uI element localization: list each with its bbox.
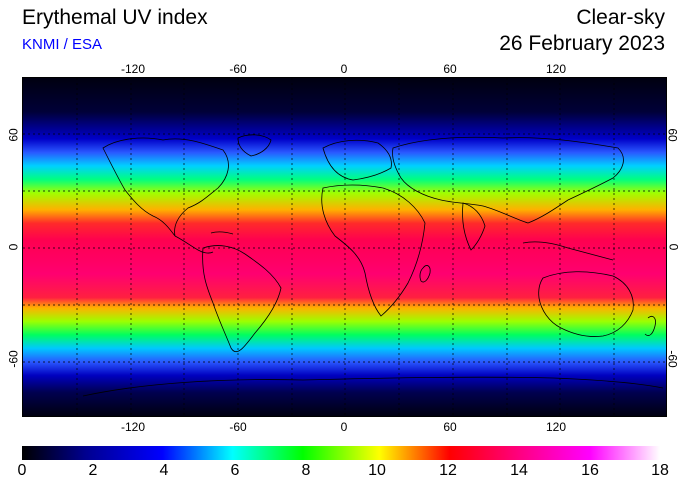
coastline-europe (322, 139, 392, 181)
coastline-central-america (174, 235, 214, 254)
lon-tick-top: 60 (443, 62, 457, 76)
coastline-antarctica (82, 376, 664, 397)
map-title: Erythemal UV index (22, 6, 208, 29)
lon-tick-top: 0 (340, 62, 348, 76)
lat-tick-left: 60 (6, 128, 21, 142)
colorbar-tick: 8 (301, 462, 311, 479)
uv-index-map (22, 77, 667, 417)
lon-tick-bottom: -60 (229, 420, 247, 434)
coastline-north-america (102, 137, 229, 237)
colorbar-tick: 10 (368, 462, 386, 479)
lon-tick-top: -60 (229, 62, 247, 76)
colorbar-tick: 0 (17, 462, 27, 479)
coastline-asia (392, 136, 624, 224)
colorbar-tick: 4 (159, 462, 169, 479)
lon-tick-bottom: 60 (443, 420, 457, 434)
date-label: 26 February 2023 (499, 32, 665, 55)
coastline-new-zealand (644, 316, 656, 336)
coastline-madagascar (419, 265, 431, 283)
lat-tick-right: 60 (665, 128, 680, 142)
lat-tick-left: -60 (6, 350, 21, 368)
uv-colorbar (22, 446, 660, 460)
graticule (23, 78, 666, 416)
lat-tick-right: -60 (665, 350, 680, 368)
lon-tick-top: -120 (120, 62, 146, 76)
colorbar-tick: 16 (581, 462, 599, 479)
credit-label: KNMI / ESA (22, 36, 103, 53)
coastline-caribbean (210, 231, 234, 235)
colorbar-tick: 6 (230, 462, 240, 479)
coastline-greenland (237, 134, 272, 157)
lat-tick-right: 0 (666, 243, 681, 251)
colorbar-tick: 2 (88, 462, 98, 479)
coastline-indonesia (522, 241, 614, 261)
lat-tick-left: 0 (6, 243, 21, 251)
lon-tick-top: 120 (545, 62, 567, 76)
condition-label: Clear-sky (576, 6, 665, 29)
coastline-india (462, 202, 486, 251)
lon-tick-bottom: 0 (340, 420, 348, 434)
coastline-africa (321, 184, 426, 317)
lon-tick-bottom: -120 (120, 420, 146, 434)
colorbar-tick: 12 (439, 462, 457, 479)
colorbar-tick: 14 (510, 462, 528, 479)
lon-tick-bottom: 120 (545, 420, 567, 434)
colorbar-tick: 18 (651, 462, 669, 479)
coastline-australia (538, 271, 634, 337)
coastline-south-america (202, 245, 282, 353)
map-overlay (23, 78, 666, 416)
